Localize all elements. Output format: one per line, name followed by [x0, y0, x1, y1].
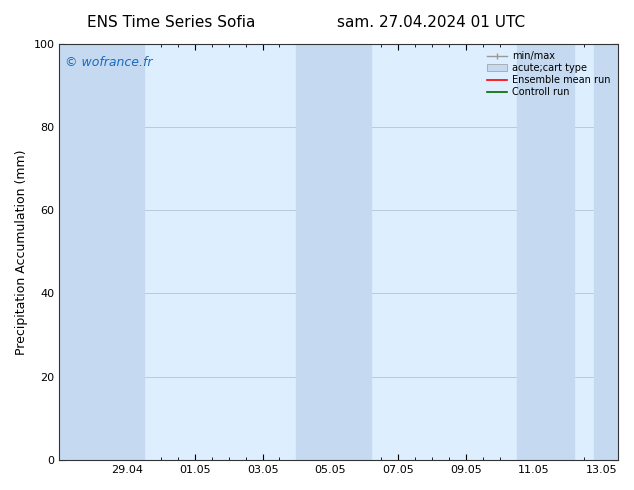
Bar	[60, 44, 144, 460]
Legend: min/max, acute;cart type, Ensemble mean run, Controll run: min/max, acute;cart type, Ensemble mean …	[484, 49, 613, 100]
Bar	[297, 44, 371, 460]
Text: sam. 27.04.2024 01 UTC: sam. 27.04.2024 01 UTC	[337, 15, 525, 30]
Text: ENS Time Series Sofia: ENS Time Series Sofia	[87, 15, 256, 30]
Text: © wofrance.fr: © wofrance.fr	[65, 56, 153, 69]
Bar	[517, 44, 574, 460]
Y-axis label: Precipitation Accumulation (mm): Precipitation Accumulation (mm)	[15, 149, 28, 355]
Bar	[595, 44, 618, 460]
